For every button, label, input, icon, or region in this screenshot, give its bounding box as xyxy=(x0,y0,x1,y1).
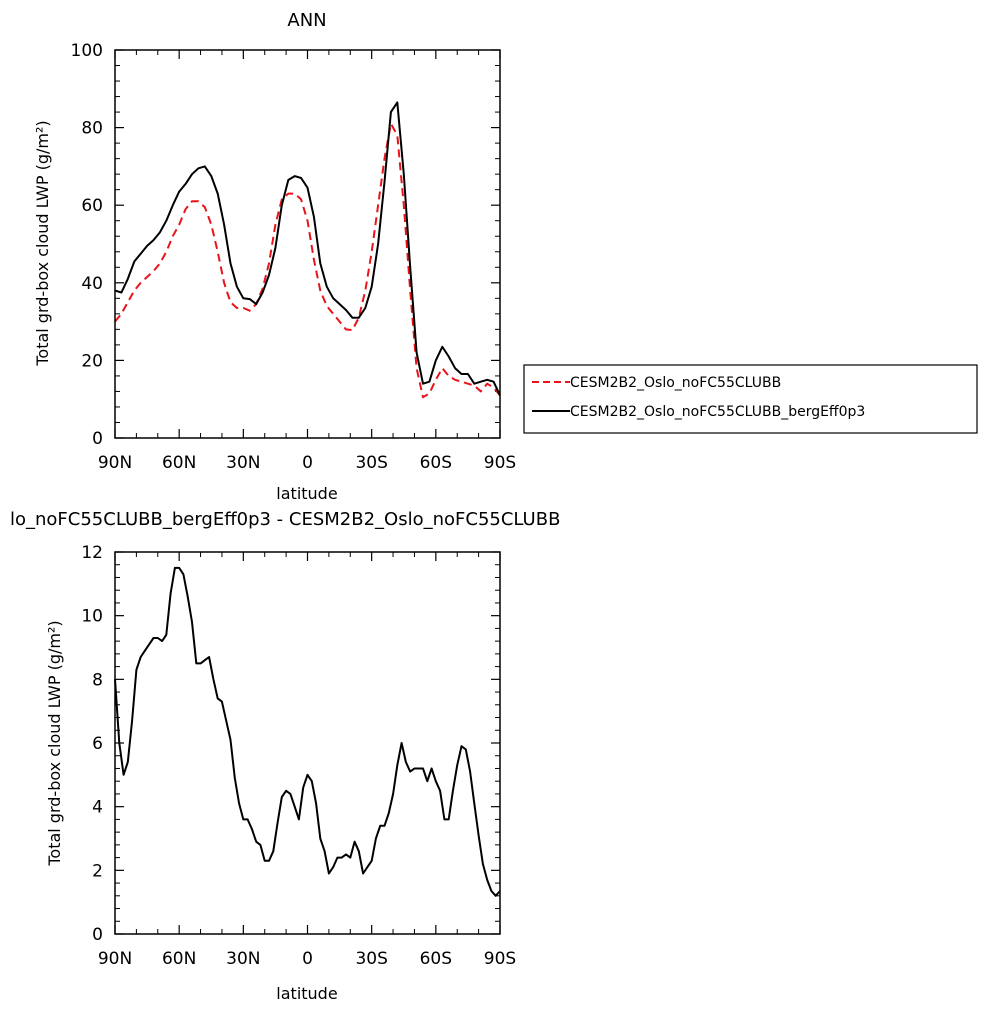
bottom-chart-title: lo_noFC55CLUBB_bergEff0p3 - CESM2B2_Oslo… xyxy=(10,509,560,530)
x-tick-label: 90N xyxy=(98,949,132,969)
top-series-line-2 xyxy=(114,101,501,396)
x-tick-label: 30S xyxy=(355,949,387,969)
x-tick-label: 30N xyxy=(226,949,260,969)
y-tick-label: 4 xyxy=(92,798,103,818)
y-tick-label: 0 xyxy=(92,925,103,945)
top-y-axis-label: Total grd-box cloud LWP (g/m²) xyxy=(33,120,52,366)
y-tick-label: 100 xyxy=(71,41,103,61)
y-tick-label: 20 xyxy=(81,351,103,371)
bottom-series-line-1 xyxy=(114,566,501,897)
x-tick-label: 0 xyxy=(302,949,313,969)
x-tick-label: 60N xyxy=(162,453,196,473)
bottom-y-axis-label: Total grd-box cloud LWP (g/m²) xyxy=(45,620,64,866)
y-tick-label: 10 xyxy=(81,607,103,627)
x-tick-label: 0 xyxy=(302,453,313,473)
top-series-line-1 xyxy=(114,122,501,399)
x-tick-label: 60S xyxy=(420,949,452,969)
top-axis-ticks: 0 20 40 60 80 100 90N 60N 30N 0 30S 60S 90S xyxy=(71,41,517,473)
y-tick-label: 6 xyxy=(92,734,103,754)
y-tick-label: 60 xyxy=(81,196,103,216)
y-tick-label: 2 xyxy=(92,861,103,881)
x-tick-label: 30N xyxy=(226,453,260,473)
top-x-axis-label: latitude xyxy=(276,484,337,503)
x-tick-label: 60N xyxy=(162,949,196,969)
x-tick-label: 90N xyxy=(98,453,132,473)
x-tick-label: 90S xyxy=(484,453,516,473)
legend-box xyxy=(523,364,978,434)
legend-entry-2: CESM2B2_Oslo_noFC55CLUBB_bergEff0p3 xyxy=(570,404,865,420)
bottom-panel: lo_noFC55CLUBB_bergEff0p3 - CESM2B2_Oslo… xyxy=(10,509,560,1003)
y-tick-label: 12 xyxy=(81,543,103,563)
x-tick-label: 90S xyxy=(484,949,516,969)
top-chart-title: ANN xyxy=(287,10,326,31)
y-tick-label: 80 xyxy=(81,119,103,139)
bottom-x-axis-label: latitude xyxy=(276,984,337,1003)
bottom-plot-frame xyxy=(114,551,501,935)
x-tick-label: 30S xyxy=(355,453,387,473)
top-panel: ANN Total grd-box cloud LWP (g/m²) latit… xyxy=(33,10,516,503)
legend-entry-1: CESM2B2_Oslo_noFC55CLUBB xyxy=(570,375,781,391)
x-tick-label: 60S xyxy=(420,453,452,473)
bottom-axis-ticks: 0 2 4 6 8 10 12 90N 60N 30N 0 30S 60S 90S xyxy=(81,543,516,969)
y-tick-label: 40 xyxy=(81,274,103,294)
legend: CESM2B2_Oslo_noFC55CLUBB CESM2B2_Oslo_no… xyxy=(523,364,978,434)
bottom-data-lines xyxy=(114,566,501,897)
y-tick-label: 8 xyxy=(92,670,103,690)
top-plot-frame xyxy=(114,49,501,439)
top-data-lines xyxy=(114,101,501,399)
y-tick-label: 0 xyxy=(92,429,103,449)
